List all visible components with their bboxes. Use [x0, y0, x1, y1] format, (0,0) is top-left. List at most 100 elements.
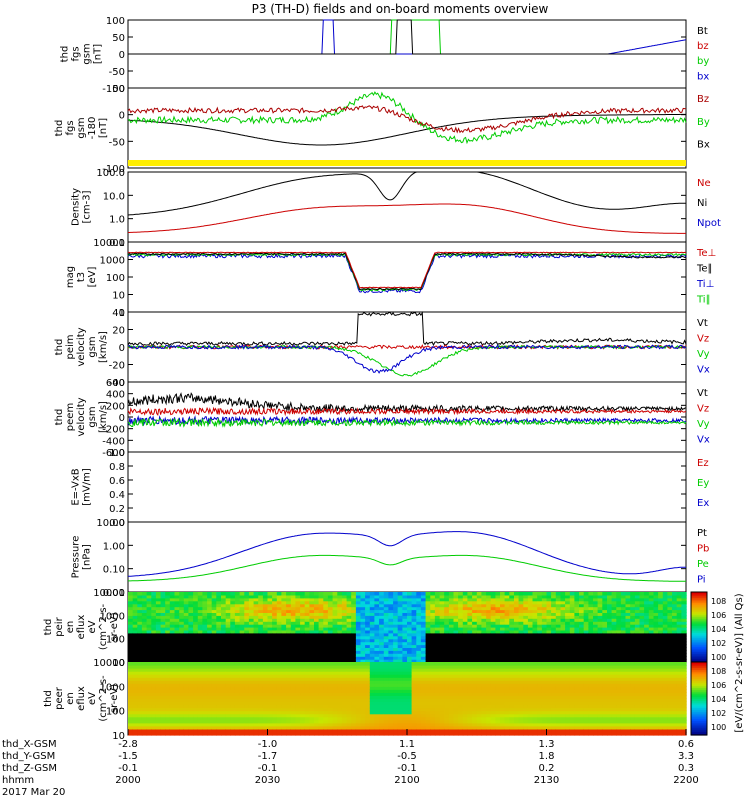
- y-tick-label-fgs2: 50: [112, 84, 125, 95]
- orbit-row-value: 0.2: [539, 763, 555, 774]
- y-axis-label-fgs: gsm: [82, 43, 93, 64]
- orbit-row-label: thd_Z-GSM: [2, 763, 57, 774]
- legend-fgs-bz: bz: [697, 41, 709, 52]
- colorbar-peir: [691, 592, 707, 663]
- series-ni-density: [128, 172, 686, 215]
- panel-frame-efield: [128, 452, 686, 522]
- legend-temp-Te⊥: Te⊥: [696, 248, 716, 259]
- orbit-row-value: 2030: [255, 775, 280, 786]
- legend-pressure-Pt: Pt: [697, 528, 707, 539]
- orbit-row-value: 2130: [534, 775, 559, 786]
- series-bx-fgs: [128, 20, 686, 54]
- y-tick-label-peim: -20: [109, 361, 125, 372]
- series-vy-peem: [128, 419, 686, 427]
- y-axis-label-peer: sr-eV): [109, 684, 120, 713]
- y-tick-label-fgs2: -50: [109, 137, 125, 148]
- y-axis-label-peem: velocity: [76, 397, 87, 436]
- date-label: 2017 Mar 20: [2, 787, 65, 798]
- legend-fgs-bx: bx: [697, 71, 709, 82]
- panel-frame-peem: [128, 382, 686, 452]
- y-tick-label-temp: 1000: [100, 256, 125, 267]
- legend-temp-Ti⊥: Ti⊥: [696, 279, 714, 290]
- y-axis-label-efield: [mV/m]: [82, 468, 93, 506]
- colorbar-tick: 106: [711, 611, 726, 620]
- orbit-row-value: -0.1: [118, 763, 138, 774]
- orbit-row-label: hhmm: [2, 775, 34, 786]
- y-axis-label-peir: (cm^2-s-: [98, 603, 109, 650]
- series-bt-fgs: [128, 20, 686, 54]
- y-axis-label-fgs2: [nT]: [98, 118, 109, 138]
- y-tick-label-peim: 40: [112, 308, 125, 319]
- legend-peim-Vy: Vy: [697, 349, 710, 360]
- orbit-row-value: 3.3: [678, 751, 694, 762]
- series-pi-pressure: [128, 532, 686, 577]
- y-tick-label-efield: 0.6: [109, 476, 125, 487]
- orbit-row-value: -0.1: [258, 763, 278, 774]
- legend-peem-Vz: Vz: [697, 404, 709, 415]
- legend-pressure-Pb: Pb: [697, 544, 709, 555]
- legend-density-Npot: Npot: [697, 218, 721, 229]
- series-bz-fgs2: [128, 106, 686, 133]
- spectrogram-peer: [128, 662, 687, 736]
- y-axis-label-peir: eV: [87, 620, 98, 633]
- y-axis-label-peir: peir: [54, 616, 65, 636]
- series-te-para: [128, 253, 686, 289]
- y-tick-label-density: 1.0: [109, 215, 125, 226]
- y-axis-label-fgs2: -180: [87, 117, 98, 140]
- colorbar-tick: 108: [711, 597, 726, 606]
- orbit-row-value: -2.8: [118, 739, 138, 750]
- y-tick-label-peer: 10000: [93, 658, 125, 669]
- series-vy-peim: [128, 346, 686, 377]
- y-axis-label-peem: [km/s]: [98, 401, 109, 433]
- legend-efield-Ex: Ex: [697, 498, 709, 509]
- y-axis-label-fgs: thd: [60, 46, 71, 63]
- y-axis-label-fgs: [nT]: [93, 44, 104, 64]
- quality-flag-bar: [128, 160, 686, 166]
- orbit-row-value: -0.5: [397, 751, 417, 762]
- y-tick-label-peim: 0: [119, 343, 125, 354]
- y-tick-label-fgs: -50: [109, 67, 125, 78]
- y-tick-label-efield: 0.4: [109, 490, 125, 501]
- legend-peem-Vx: Vx: [697, 435, 710, 446]
- orbit-row-value: 2100: [394, 775, 419, 786]
- y-axis-label-peim: gsm: [87, 336, 98, 357]
- y-tick-label-efield: 0.8: [109, 462, 125, 473]
- y-axis-label-peim: [km/s]: [98, 331, 109, 363]
- y-tick-label-temp: 100: [106, 273, 125, 284]
- series-vx-peim: [128, 345, 686, 373]
- y-axis-label-peer: eflux: [76, 686, 87, 711]
- orbit-row-label: thd_X-GSM: [2, 739, 57, 750]
- y-tick-label-temp: 10: [112, 291, 125, 302]
- colorbar-label: [eV/(cm^2-s-sr-eV)] (All Qs): [734, 593, 745, 732]
- y-axis-label-peer: (cm^2-s-: [98, 675, 109, 722]
- y-axis-label-peim: thd: [54, 339, 65, 356]
- colorbar-tick: 102: [711, 639, 726, 648]
- y-axis-label-fgs2: fgs: [65, 120, 76, 135]
- legend-density-Ni: Ni: [697, 198, 707, 209]
- orbit-row-value: -1.5: [118, 751, 138, 762]
- legend-fgs-Bt: Bt: [697, 26, 708, 37]
- y-axis-label-peem: gsm: [87, 406, 98, 427]
- y-axis-label-pressure: Pressure: [71, 536, 82, 579]
- panel-frame-density: [128, 172, 686, 242]
- legend-fgs-by: by: [697, 56, 709, 67]
- y-axis-label-peir: eflux: [76, 615, 87, 640]
- y-tick-label-pressure: 1.00: [103, 541, 125, 552]
- y-axis-label-fgs2: thd: [54, 120, 65, 137]
- orbit-row-value: 0.3: [678, 763, 694, 774]
- y-tick-label-peem: -400: [102, 436, 125, 447]
- y-tick-label-efield: 1.0: [109, 448, 125, 459]
- colorbar-tick: 106: [711, 681, 726, 690]
- series-by-fgs: [128, 20, 686, 54]
- legend-pressure-Pe: Pe: [697, 559, 709, 570]
- colorbar-tick: 108: [711, 667, 726, 676]
- y-axis-label-pressure: [nPa]: [82, 544, 93, 570]
- orbit-row-value: -0.1: [397, 763, 417, 774]
- y-tick-label-peem: 0: [119, 413, 125, 424]
- series-vt-peem: [128, 393, 686, 412]
- y-axis-label-fgs: fgs: [71, 46, 82, 61]
- series-vt-peim: [128, 312, 686, 345]
- y-tick-label-peim: 20: [112, 326, 125, 337]
